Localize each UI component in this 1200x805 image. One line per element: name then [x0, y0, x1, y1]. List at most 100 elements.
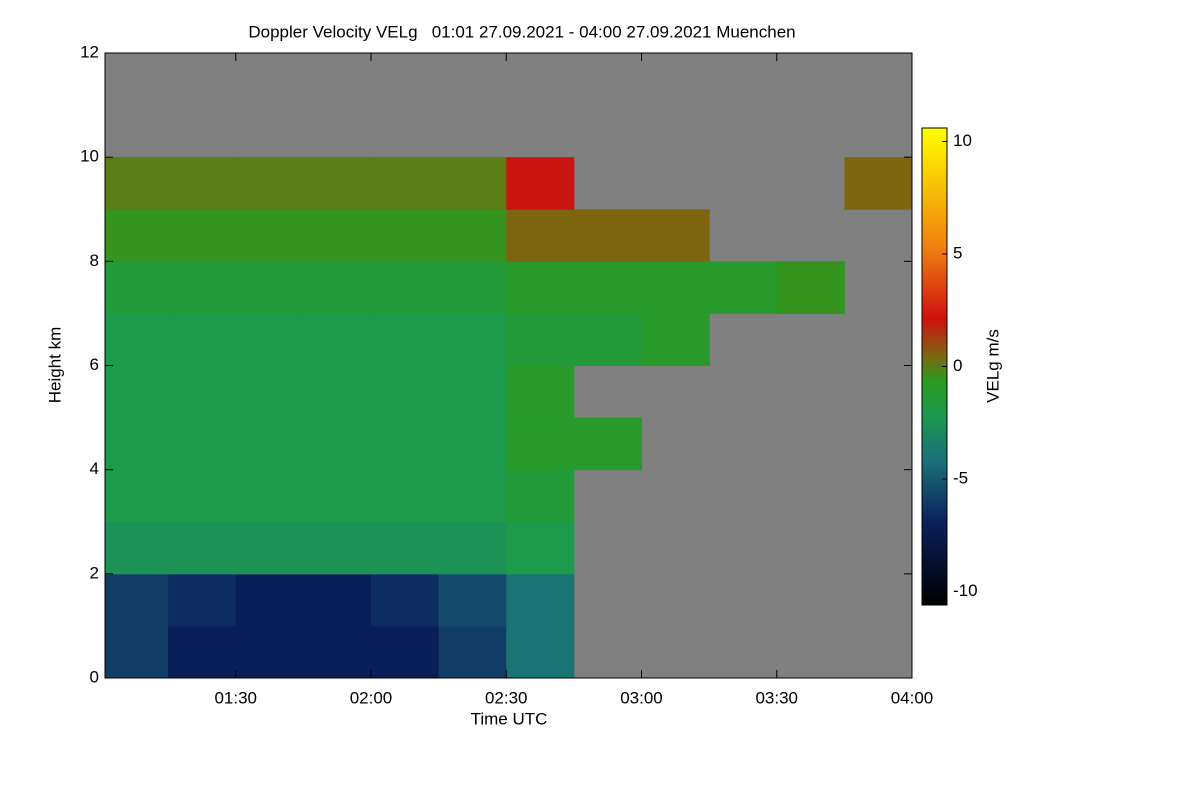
- heatmap-cell: [370, 209, 440, 262]
- heatmap-cell: [235, 521, 304, 575]
- heatmap-cell: [370, 625, 440, 679]
- heatmap-cell: [105, 261, 169, 314]
- heatmap-cell: [168, 521, 237, 575]
- colorbar-label: VELg m/s: [983, 329, 1002, 403]
- x-tick-label: 02:00: [350, 688, 393, 707]
- heatmap-cell: [438, 625, 507, 679]
- heatmap-cell: [370, 573, 440, 627]
- chart-title: Doppler Velocity VELg 01:01 27.09.2021 -…: [248, 22, 795, 41]
- heatmap-cell: [438, 313, 507, 366]
- heatmap-cell: [506, 417, 575, 471]
- heatmap-cell: [235, 365, 304, 419]
- heatmap-cell: [438, 157, 507, 210]
- heatmap-cell: [641, 261, 710, 314]
- colorbar-tick-label: 10: [953, 131, 972, 150]
- y-tick-label: 6: [90, 355, 99, 374]
- heatmap-cell: [370, 469, 440, 523]
- heatmap-cell: [370, 365, 440, 419]
- colorbar-tick-label: 5: [953, 243, 962, 262]
- heatmap-cell: [105, 417, 169, 471]
- heatmap-cell: [573, 417, 642, 471]
- x-tick-label: 04:00: [891, 688, 934, 707]
- heatmap-cell: [573, 313, 642, 366]
- heatmap-cell: [776, 261, 845, 314]
- heatmap-cell: [709, 261, 778, 314]
- heatmap-cell: [235, 313, 304, 366]
- heatmap-cell: [303, 417, 372, 471]
- heatmap-cell: [303, 313, 372, 366]
- y-tick-label: 10: [80, 147, 99, 166]
- y-tick-label: 8: [90, 251, 99, 270]
- heatmap-cell: [168, 417, 237, 471]
- heatmap-cell: [168, 469, 237, 523]
- heatmap-cell: [641, 313, 710, 366]
- heatmap-cell: [370, 261, 440, 314]
- heatmap-cell: [235, 417, 304, 471]
- heatmap-cell: [438, 417, 507, 471]
- heatmap-cell: [438, 469, 507, 523]
- heatmap-cell: [168, 261, 237, 314]
- heatmap-cell: [506, 209, 575, 262]
- colorbar-tick-label: -10: [953, 581, 978, 600]
- heatmap-cell: [168, 157, 237, 210]
- heatmap-cell: [235, 625, 304, 679]
- x-tick-label: 03:30: [755, 688, 798, 707]
- heatmap-cell: [168, 573, 237, 627]
- heatmap-cell: [303, 209, 372, 262]
- heatmap-cell: [303, 625, 372, 679]
- heatmap-cell: [573, 209, 642, 262]
- heatmap-cell: [235, 157, 304, 210]
- heatmap-cell: [506, 521, 575, 575]
- heatmap-cell: [506, 157, 575, 210]
- heatmap-cell: [105, 365, 169, 419]
- heatmap-cell: [438, 261, 507, 314]
- heatmap-cell: [641, 209, 710, 262]
- heatmap-cell: [105, 573, 169, 627]
- heatmap-cell: [438, 365, 507, 419]
- heatmap-cell: [105, 521, 169, 575]
- heatmap-cell: [303, 157, 372, 210]
- heatmap-cell: [506, 625, 575, 679]
- heatmap-cell: [105, 157, 169, 210]
- heatmap-cell: [303, 261, 372, 314]
- y-tick-label: 2: [90, 563, 99, 582]
- heatmap-cell: [370, 417, 440, 471]
- x-tick-label: 03:00: [620, 688, 663, 707]
- y-axis-label: Height km: [45, 327, 64, 404]
- heatmap-cell: [235, 573, 304, 627]
- heatmap-cell: [370, 313, 440, 366]
- heatmap-cell: [235, 209, 304, 262]
- heatmap-cell: [303, 365, 372, 419]
- heatmap-cell: [438, 573, 507, 627]
- y-tick-label: 4: [90, 459, 99, 478]
- colorbar-tick-label: -5: [953, 468, 968, 487]
- y-tick-label: 12: [80, 42, 99, 61]
- heatmap-cell: [844, 157, 913, 210]
- heatmap-cell: [370, 157, 440, 210]
- heatmap-cell: [506, 313, 575, 366]
- heatmap-cell: [438, 521, 507, 575]
- heatmap-cell: [168, 365, 237, 419]
- heatmap-cell: [506, 469, 575, 523]
- heatmap-cell: [105, 313, 169, 366]
- heatmap-cell: [370, 521, 440, 575]
- heatmap-cell: [506, 261, 575, 314]
- x-axis-label: Time UTC: [471, 709, 548, 728]
- heatmap-cell: [235, 469, 304, 523]
- heatmap-cell: [168, 625, 237, 679]
- heatmap-cell: [506, 365, 575, 419]
- heatmap-cell: [303, 573, 372, 627]
- x-tick-label: 01:30: [214, 688, 257, 707]
- y-tick-label: 0: [90, 667, 99, 686]
- heatmap-cell: [235, 261, 304, 314]
- colorbar-tick-label: 0: [953, 356, 962, 375]
- heatmap-cell: [105, 469, 169, 523]
- heatmap-cell: [506, 573, 575, 627]
- x-tick-label: 02:30: [485, 688, 528, 707]
- heatmap-cell: [105, 625, 169, 679]
- heatmap-cell: [303, 521, 372, 575]
- heatmap-cell: [573, 261, 642, 314]
- heatmap-cell: [303, 469, 372, 523]
- heatmap-cell: [438, 209, 507, 262]
